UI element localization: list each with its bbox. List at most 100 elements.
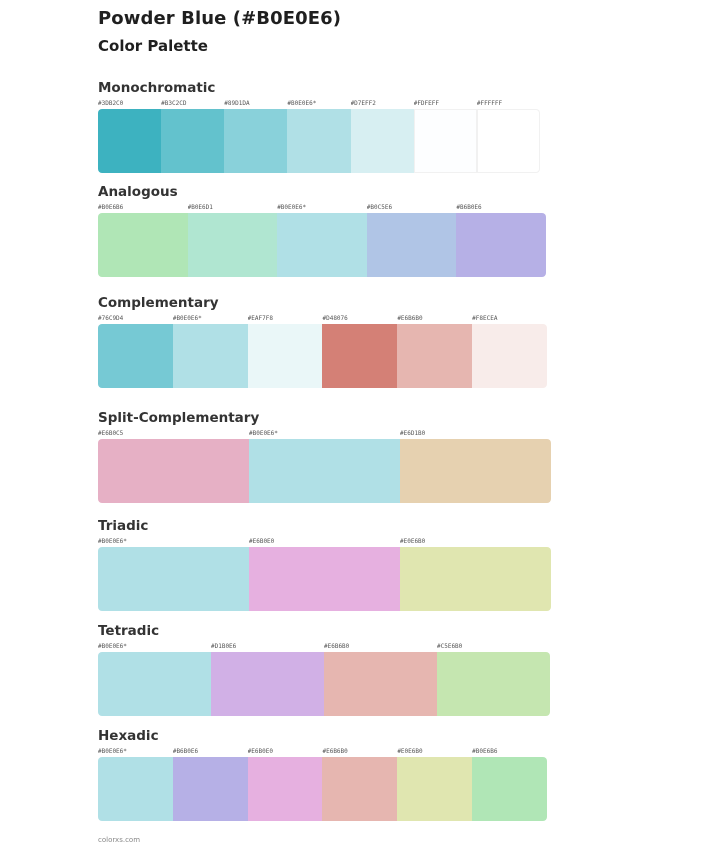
color-swatch[interactable]: #B3C2CD (161, 99, 225, 173)
swatch-color-block[interactable] (249, 547, 400, 611)
swatch-color-block[interactable] (350, 109, 414, 173)
swatch-color-block[interactable] (456, 213, 546, 277)
swatch-hex-label: #B0E0E6* (98, 643, 127, 650)
color-swatch[interactable]: #E6B0E0 (247, 747, 323, 821)
color-swatch[interactable]: #B0E6B6 (98, 203, 188, 277)
swatch-color-block[interactable] (98, 213, 188, 277)
swatch-hex-label: #E0E6B0 (397, 748, 423, 755)
swatch-color-block[interactable] (413, 109, 477, 173)
palette-section-split-complementary: Split-Complementary #E6B0C5 #B0E0E6* #E6D1B… (98, 409, 551, 503)
swatch-hex-label: #B0E0E6* (172, 315, 202, 322)
color-swatch[interactable]: #B0E0E6* (287, 99, 351, 173)
color-swatch[interactable]: #E6D1B0 (400, 429, 551, 503)
swatch-hex-label: #B0E0E6* (98, 748, 127, 755)
swatch-hex-label: #D1B0E6 (211, 643, 237, 650)
color-swatch[interactable]: #E6B0C5 (98, 429, 249, 503)
swatch-color-block[interactable] (211, 652, 324, 716)
swatch-hex-label: #D48076 (322, 315, 348, 322)
color-swatch[interactable]: #E6B6B0 (324, 642, 437, 716)
swatch-color-block[interactable] (322, 757, 398, 821)
swatch-hex-label: #FFFFFF (476, 100, 503, 107)
swatch-color-block[interactable] (98, 109, 162, 173)
color-swatch[interactable]: #B0E0E6* (98, 537, 249, 611)
swatch-color-block[interactable] (476, 109, 540, 173)
swatch-row: #3DB2C0 #B3C2CD #89D1DA #B0E0E6* #D7EFF2 #FDF… (98, 99, 540, 173)
color-swatch[interactable]: #C5E6B0 (437, 642, 550, 716)
swatch-color-block[interactable] (172, 757, 248, 821)
color-swatch[interactable]: #B0E0E6* (249, 429, 400, 503)
swatch-hex-label: #FDFEFF (413, 100, 439, 107)
swatch-hex-label: #C5E6B0 (437, 643, 463, 650)
color-swatch[interactable]: #89D1DA (224, 99, 288, 173)
section-heading: Complementary (98, 295, 219, 311)
color-swatch[interactable]: #EAF7F8 (247, 314, 323, 388)
footer-credit: colorxs.com (98, 836, 141, 844)
swatch-color-block[interactable] (247, 757, 323, 821)
swatch-hex-label: #76C9D4 (98, 315, 124, 322)
swatch-hex-label: #E6B0C5 (98, 430, 124, 437)
color-swatch[interactable]: #B0E6D1 (187, 203, 278, 277)
swatch-color-block[interactable] (400, 439, 551, 503)
swatch-color-block[interactable] (161, 109, 225, 173)
swatch-color-block[interactable] (172, 324, 248, 388)
color-swatch[interactable]: #E6B6B0 (397, 314, 473, 388)
color-swatch[interactable]: #E0E6B0 (397, 747, 473, 821)
swatch-hex-label: #E6B6B0 (397, 315, 423, 322)
color-swatch[interactable]: #FFFFFF (476, 99, 540, 173)
color-swatch[interactable]: #F8ECEA (472, 314, 547, 388)
swatch-color-block[interactable] (397, 324, 473, 388)
color-swatch[interactable]: #B0E6B6 (472, 747, 547, 821)
swatch-color-block[interactable] (322, 324, 398, 388)
swatch-color-block[interactable] (224, 109, 288, 173)
color-swatch[interactable]: #D48076 (322, 314, 398, 388)
swatch-color-block[interactable] (472, 324, 547, 388)
swatch-color-block[interactable] (366, 213, 457, 277)
swatch-hex-label: #B0C5E6 (366, 204, 393, 211)
swatch-row: #B0E0E6* #D1B0E6 #E6B6B0 #C5E6B0 (98, 642, 550, 716)
swatch-row: #B0E0E6* #B6B0E6 #E6B0E0 #E6B6B0 #E0E6B0 #B0E… (98, 747, 547, 821)
color-swatch[interactable]: #FDFEFF (413, 99, 477, 173)
swatch-color-block[interactable] (98, 324, 173, 388)
palette-section-complementary: Complementary #76C9D4 #B0E0E6* #EAF7F8 #D480… (98, 294, 547, 388)
swatch-color-block[interactable] (437, 652, 550, 716)
color-swatch[interactable]: #E6B0E0 (249, 537, 400, 611)
color-swatch[interactable]: #B0E0E6* (277, 203, 367, 277)
color-swatch[interactable]: #B0E0E6* (98, 642, 211, 716)
section-heading: Split-Complementary (98, 410, 260, 426)
color-swatch[interactable]: #E6B6B0 (322, 747, 398, 821)
swatch-row: #E6B0C5 #B0E0E6* #E6D1B0 (98, 429, 551, 503)
swatch-color-block[interactable] (98, 439, 249, 503)
section-heading: Analogous (98, 184, 178, 200)
swatch-color-block[interactable] (98, 757, 173, 821)
color-swatch[interactable]: #3DB2C0 (98, 99, 162, 173)
swatch-color-block[interactable] (324, 652, 437, 716)
swatch-color-block[interactable] (287, 109, 351, 173)
swatch-hex-label: #E6B6B0 (324, 643, 350, 650)
color-swatch[interactable]: #D7EFF2 (350, 99, 414, 173)
swatch-color-block[interactable] (247, 324, 323, 388)
swatch-color-block[interactable] (98, 652, 211, 716)
color-swatch[interactable]: #B0E0E6* (172, 314, 248, 388)
swatch-color-block[interactable] (249, 439, 400, 503)
color-swatch[interactable]: #B0C5E6 (366, 203, 457, 277)
swatch-color-block[interactable] (277, 213, 367, 277)
color-swatch[interactable]: #B6B0E6 (456, 203, 546, 277)
swatch-color-block[interactable] (472, 757, 547, 821)
swatch-hex-label: #B0E0E6* (249, 430, 278, 437)
swatch-color-block[interactable] (400, 547, 551, 611)
swatch-color-block[interactable] (98, 547, 249, 611)
swatch-hex-label: #E6B0E0 (249, 538, 275, 545)
swatch-color-block[interactable] (397, 757, 473, 821)
swatch-hex-label: #3DB2C0 (98, 100, 124, 107)
swatch-color-block[interactable] (187, 213, 278, 277)
page-title: Powder Blue (#B0E0E6) (98, 8, 342, 29)
color-swatch[interactable]: #76C9D4 (98, 314, 173, 388)
color-swatch[interactable]: #B6B0E6 (172, 747, 248, 821)
swatch-hex-label: #B0E6B6 (472, 748, 498, 755)
swatch-hex-label: #89D1DA (224, 100, 250, 107)
swatch-hex-label: #D7EFF2 (350, 100, 376, 107)
color-swatch[interactable]: #D1B0E6 (211, 642, 324, 716)
color-swatch[interactable]: #B0E0E6* (98, 747, 173, 821)
swatch-hex-label: #B0E0E6* (98, 538, 127, 545)
color-swatch[interactable]: #E0E6B0 (400, 537, 551, 611)
